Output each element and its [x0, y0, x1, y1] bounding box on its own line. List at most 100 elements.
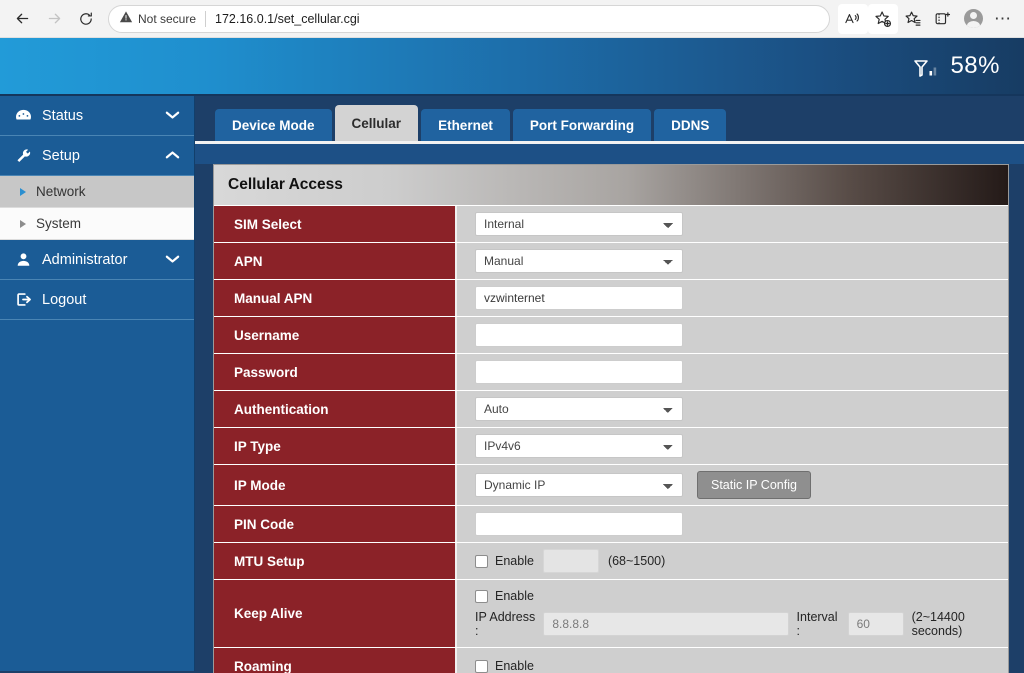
read-aloud-icon[interactable] [838, 3, 868, 34]
add-favorite-icon[interactable] [868, 3, 898, 34]
row-label: Keep Alive [214, 580, 457, 647]
browser-tools: ⋯ [838, 3, 1018, 34]
router-admin-page: 58% Status [0, 38, 1024, 673]
tab-label: Device Mode [232, 117, 315, 133]
row-value: Enable [457, 648, 1008, 673]
panel-title: Cellular Access [214, 165, 1008, 205]
row-label: Manual APN [214, 280, 457, 316]
tab-label: Port Forwarding [529, 117, 635, 133]
row-label: Username [214, 317, 457, 353]
manual-apn-input[interactable] [475, 286, 683, 310]
sidebar-item-logout[interactable]: Logout [0, 280, 194, 320]
apn-dropdown[interactable]: Manual [475, 249, 683, 273]
username-input[interactable] [475, 323, 683, 347]
row-roaming: Roaming Enable [214, 647, 1008, 673]
keepalive-range-hint: (2~14400 seconds) [911, 610, 965, 638]
sidebar-item-label: Setup [42, 147, 80, 164]
keepalive-ip-input[interactable] [543, 612, 789, 636]
signal-strength-icon [912, 58, 938, 80]
row-ip-mode: IP Mode Dynamic IP Static IP Config [214, 464, 1008, 505]
ip-mode-dropdown[interactable]: Dynamic IP [475, 473, 683, 497]
tab-underline [195, 141, 1024, 144]
row-value [457, 280, 1008, 316]
row-value: Auto [457, 391, 1008, 427]
reload-icon[interactable] [70, 4, 102, 34]
keepalive-fields: IP Address : Interval : (2~14400 seconds… [475, 610, 1008, 638]
tab-ethernet[interactable]: Ethernet [421, 109, 510, 141]
tab-ddns[interactable]: DDNS [654, 109, 727, 141]
row-value: Internal [457, 206, 1008, 242]
row-label: APN [214, 243, 457, 279]
tab-label: DDNS [671, 117, 710, 133]
row-apn: APN Manual [214, 242, 1008, 279]
address-bar[interactable]: Not secure 172.16.0.1/set_cellular.cgi [108, 4, 830, 33]
sidebar-item-administrator[interactable]: Administrator [0, 240, 194, 280]
row-value: Enable (68~1500) [457, 543, 1008, 579]
row-mtu-setup: MTU Setup Enable (68~1500) [214, 542, 1008, 579]
profile-avatar[interactable] [958, 4, 988, 34]
roaming-enable-label: Enable [495, 659, 534, 673]
tab-device-mode[interactable]: Device Mode [215, 109, 332, 141]
sidebar-item-label: Status [42, 107, 84, 124]
security-status[interactable]: Not secure [119, 10, 196, 27]
authentication-dropdown[interactable]: Auto [475, 397, 683, 421]
sidebar-subitem-label: System [36, 216, 82, 231]
row-value: IPv4v6 [457, 428, 1008, 464]
sidebar-item-setup[interactable]: Setup [0, 136, 194, 176]
row-authentication: Authentication Auto [214, 390, 1008, 427]
row-label: Password [214, 354, 457, 390]
ellipsis-glyph: ⋯ [994, 8, 1012, 28]
cellular-access-panel: Cellular Access SIM Select Internal APN [213, 164, 1009, 673]
mtu-value-input[interactable] [542, 549, 599, 573]
chevron-down-icon [165, 108, 180, 123]
static-ip-config-button[interactable]: Static IP Config [697, 471, 811, 499]
keepalive-enable-checkbox[interactable] [475, 589, 488, 603]
back-arrow-icon[interactable] [6, 4, 38, 34]
row-ip-type: IP Type IPv4v6 [214, 427, 1008, 464]
sidebar-item-network[interactable]: Network [0, 176, 194, 208]
tab-label: Ethernet [438, 117, 493, 133]
tab-content-gap [195, 144, 1024, 164]
favorites-icon[interactable] [898, 4, 928, 34]
sim-select-dropdown[interactable]: Internal [475, 212, 683, 236]
tab-cellular[interactable]: Cellular [334, 105, 419, 141]
password-input[interactable] [475, 360, 683, 384]
row-label: Roaming [214, 648, 457, 673]
keepalive-enable-label: Enable [495, 589, 534, 603]
roaming-enable-group[interactable]: Enable [475, 659, 534, 673]
settings-more-icon[interactable]: ⋯ [988, 4, 1018, 34]
keepalive-interval-input[interactable] [847, 612, 904, 636]
pin-code-input[interactable] [475, 512, 683, 536]
warning-triangle-icon [119, 10, 133, 27]
sidebar-item-label: Administrator [42, 251, 128, 268]
keepalive-ip-label: IP Address : [475, 610, 536, 638]
triangle-right-icon [20, 187, 26, 196]
row-value: Enable IP Address : Interval : (2~14400 … [457, 580, 1008, 647]
sidebar-item-system[interactable]: System [0, 208, 194, 240]
row-sim-select: SIM Select Internal [214, 205, 1008, 242]
tab-port-forwarding[interactable]: Port Forwarding [512, 109, 652, 141]
browser-toolbar: Not secure 172.16.0.1/set_cellular.cgi [0, 0, 1024, 38]
tab-label: Cellular [351, 115, 402, 131]
chevron-down-icon [165, 252, 180, 267]
keepalive-enable-group[interactable]: Enable [475, 589, 534, 603]
row-label: MTU Setup [214, 543, 457, 579]
row-label: PIN Code [214, 506, 457, 542]
user-icon [14, 252, 33, 267]
page-body: Status Setup Network [0, 96, 1024, 673]
tab-bar: Device Mode Cellular Ethernet Port Forwa… [195, 96, 1024, 141]
row-label: IP Type [214, 428, 457, 464]
mtu-range-hint: (68~1500) [607, 554, 666, 568]
mtu-enable-checkbox[interactable] [475, 554, 488, 568]
roaming-enable-checkbox[interactable] [475, 659, 488, 673]
forward-arrow-icon[interactable] [38, 4, 70, 34]
row-value: Manual [457, 243, 1008, 279]
split-screen-icon[interactable] [928, 4, 958, 34]
sidebar-nav: Status Setup Network [0, 96, 195, 671]
dashboard-icon [14, 108, 33, 123]
logout-icon [14, 292, 33, 307]
sidebar-item-status[interactable]: Status [0, 96, 194, 136]
ip-type-dropdown[interactable]: IPv4v6 [475, 434, 683, 458]
row-value [457, 354, 1008, 390]
mtu-enable-group[interactable]: Enable [475, 554, 534, 568]
